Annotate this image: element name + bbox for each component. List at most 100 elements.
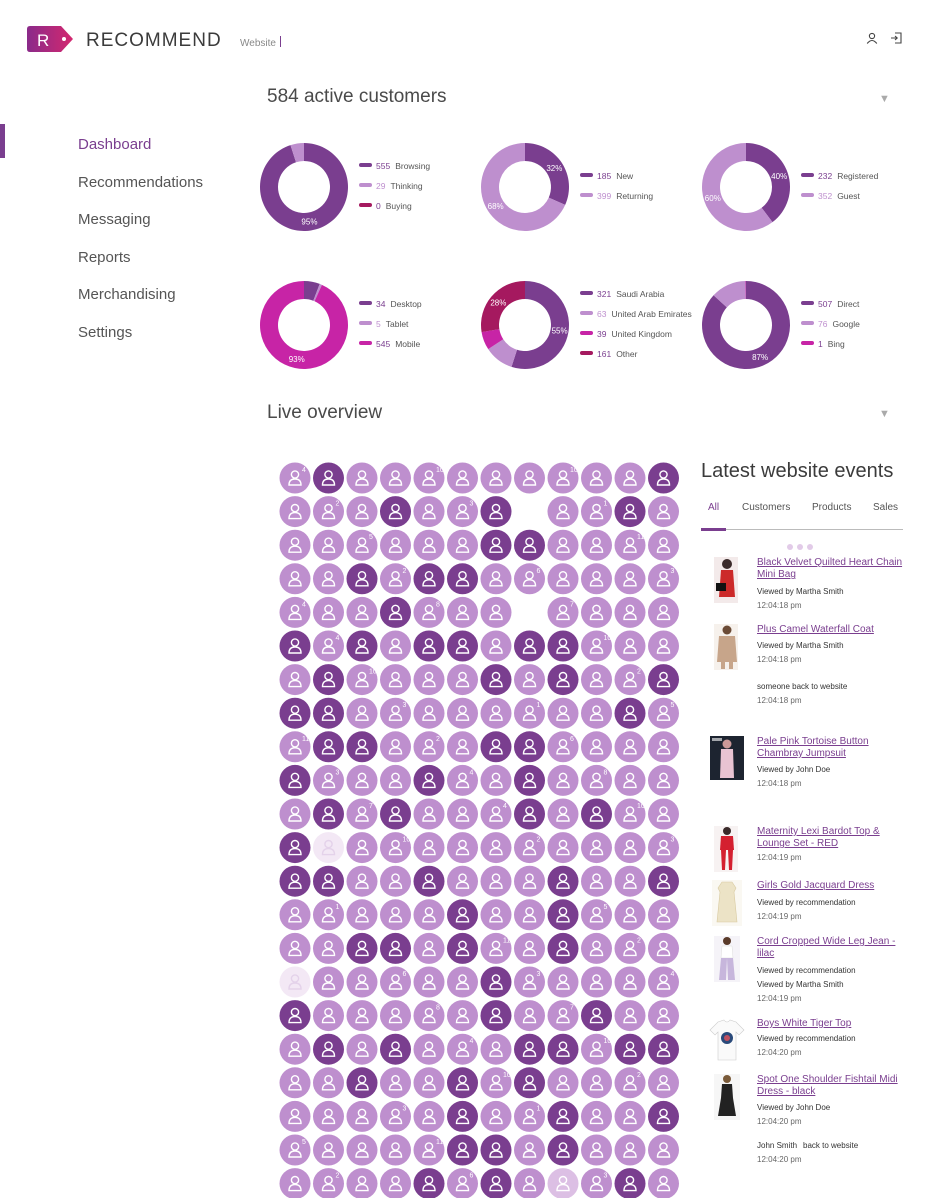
visitor-avatar[interactable] xyxy=(279,697,311,729)
visitor-avatar[interactable]: 2 xyxy=(313,496,344,528)
product-thumbnail-bag[interactable] xyxy=(710,557,744,603)
visitor-avatar[interactable]: 6 xyxy=(380,966,411,998)
visitor-avatar[interactable]: 8 xyxy=(581,764,612,796)
event-product-link[interactable]: Boys White Tiger Top xyxy=(757,1018,852,1029)
visitor-avatar[interactable] xyxy=(480,899,512,931)
visitor-avatar[interactable]: 7 xyxy=(547,596,579,628)
visitor-avatar[interactable] xyxy=(581,731,612,763)
tab-all[interactable]: All xyxy=(701,502,727,531)
visitor-avatar[interactable] xyxy=(614,596,646,628)
visitor-avatar[interactable] xyxy=(413,932,445,964)
visitor-avatar[interactable] xyxy=(648,630,679,662)
visitor-avatar[interactable] xyxy=(380,1000,411,1032)
visitor-avatar[interactable] xyxy=(480,630,512,662)
visitor-avatar[interactable]: 6 xyxy=(514,563,545,595)
product-thumbnail-jumpsuit[interactable] xyxy=(710,736,744,782)
visitor-avatar[interactable] xyxy=(514,1134,545,1166)
visitor-avatar[interactable] xyxy=(413,798,445,830)
visitor-avatar[interactable] xyxy=(581,462,612,494)
visitor-avatar[interactable] xyxy=(614,764,646,796)
visitor-avatar[interactable] xyxy=(346,496,378,528)
visitor-avatar[interactable] xyxy=(480,529,512,561)
visitor-avatar[interactable]: 1 xyxy=(313,899,344,931)
visitor-avatar[interactable] xyxy=(313,1000,344,1032)
visitor-avatar[interactable] xyxy=(313,1067,344,1099)
visitor-avatar[interactable] xyxy=(279,1168,311,1198)
product-thumbnail-coat[interactable] xyxy=(710,624,744,670)
visitor-avatar[interactable] xyxy=(413,1067,445,1099)
visitor-avatar[interactable]: 6 xyxy=(447,1168,478,1198)
visitor-avatar[interactable]: 11 xyxy=(413,1134,445,1166)
visitor-avatar[interactable]: 3 xyxy=(581,1168,612,1198)
event-product-link[interactable]: Pale Pink Tortoise Button Chambray Jumps… xyxy=(757,736,869,759)
visitor-avatar[interactable] xyxy=(413,529,445,561)
visitor-avatar[interactable] xyxy=(514,664,545,696)
visitor-avatar[interactable] xyxy=(346,697,378,729)
visitor-avatar[interactable] xyxy=(614,899,646,931)
visitor-avatar[interactable]: 10 xyxy=(614,798,646,830)
visitor-avatar[interactable]: 11 xyxy=(614,529,646,561)
visitor-avatar[interactable] xyxy=(614,1000,646,1032)
visitor-avatar[interactable]: 5 xyxy=(581,899,612,931)
visitor-avatar[interactable] xyxy=(413,966,445,998)
visitor-avatar[interactable] xyxy=(313,865,344,897)
visitor-avatar[interactable] xyxy=(380,1168,411,1198)
visitor-avatar[interactable] xyxy=(614,630,646,662)
visitor-avatar[interactable] xyxy=(313,1033,344,1065)
live-overview-collapse-caret[interactable]: ▼ xyxy=(879,408,890,420)
nav-item-merchandising[interactable]: Merchandising xyxy=(78,286,176,303)
visitor-avatar[interactable]: 1 xyxy=(514,1100,545,1132)
visitor-avatar[interactable] xyxy=(547,1100,579,1132)
nav-item-reports[interactable]: Reports xyxy=(78,248,131,266)
visitor-avatar[interactable] xyxy=(581,563,612,595)
visitor-avatar[interactable] xyxy=(279,563,311,595)
visitor-avatar[interactable] xyxy=(346,966,378,998)
nav-item-recommendations[interactable]: Recommendations xyxy=(78,173,204,191)
event-user[interactable]: John Smith xyxy=(757,1141,798,1150)
visitor-avatar[interactable] xyxy=(514,1067,545,1099)
visitor-avatar[interactable] xyxy=(614,563,646,595)
visitor-avatar[interactable] xyxy=(279,1033,311,1065)
visitor-avatar[interactable] xyxy=(480,1134,512,1166)
visitor-avatar[interactable] xyxy=(547,832,579,864)
product-thumbnail-dress[interactable] xyxy=(710,880,744,926)
event-product-link[interactable]: Plus Camel Waterfall Coat xyxy=(757,624,874,635)
visitor-avatar[interactable]: 4 xyxy=(313,630,344,662)
visitor-avatar[interactable] xyxy=(581,832,612,864)
visitor-avatar[interactable]: 11 xyxy=(480,932,512,964)
visitor-avatar[interactable]: 4 xyxy=(447,764,478,796)
visitor-avatar[interactable] xyxy=(514,630,545,662)
visitor-avatar[interactable] xyxy=(313,731,344,763)
visitor-avatar[interactable] xyxy=(648,596,679,628)
visitor-avatar[interactable] xyxy=(413,496,445,528)
visitor-avatar[interactable] xyxy=(648,865,679,897)
user-icon[interactable] xyxy=(866,32,878,44)
visitor-avatar[interactable] xyxy=(279,1100,311,1132)
product-thumbnail-jean[interactable] xyxy=(710,936,744,982)
visitor-avatar[interactable] xyxy=(447,697,478,729)
visitor-avatar[interactable] xyxy=(346,1134,378,1166)
visitor-avatar[interactable]: 8 xyxy=(413,596,445,628)
visitor-avatar[interactable] xyxy=(346,764,378,796)
visitor-avatar[interactable] xyxy=(648,1067,679,1099)
visitor-avatar[interactable]: 11 xyxy=(279,731,311,763)
visitor-avatar[interactable] xyxy=(413,899,445,931)
visitor-avatar[interactable]: 7 xyxy=(547,1000,579,1032)
visitor-avatar[interactable]: 2 xyxy=(614,1067,646,1099)
visitor-avatar[interactable] xyxy=(447,966,478,998)
visitor-avatar[interactable] xyxy=(313,932,344,964)
visitor-avatar[interactable]: 5 xyxy=(279,1134,311,1166)
event-product-link[interactable]: Spot One Shoulder Fishtail Midi Dress - … xyxy=(757,1074,898,1097)
visitor-avatar[interactable] xyxy=(380,630,411,662)
visitor-avatar[interactable] xyxy=(648,1134,679,1166)
visitor-avatar[interactable] xyxy=(313,462,344,494)
visitor-avatar[interactable] xyxy=(547,1168,579,1198)
visitor-avatar[interactable] xyxy=(480,563,512,595)
visitor-avatar[interactable] xyxy=(614,731,646,763)
visitor-avatar[interactable]: 3 xyxy=(648,563,679,595)
visitor-avatar[interactable]: 8 xyxy=(413,1000,445,1032)
visitor-avatar[interactable] xyxy=(648,1033,679,1065)
visitor-avatar[interactable] xyxy=(547,932,579,964)
visitor-avatar[interactable] xyxy=(313,563,344,595)
visitor-avatar[interactable] xyxy=(480,1000,512,1032)
